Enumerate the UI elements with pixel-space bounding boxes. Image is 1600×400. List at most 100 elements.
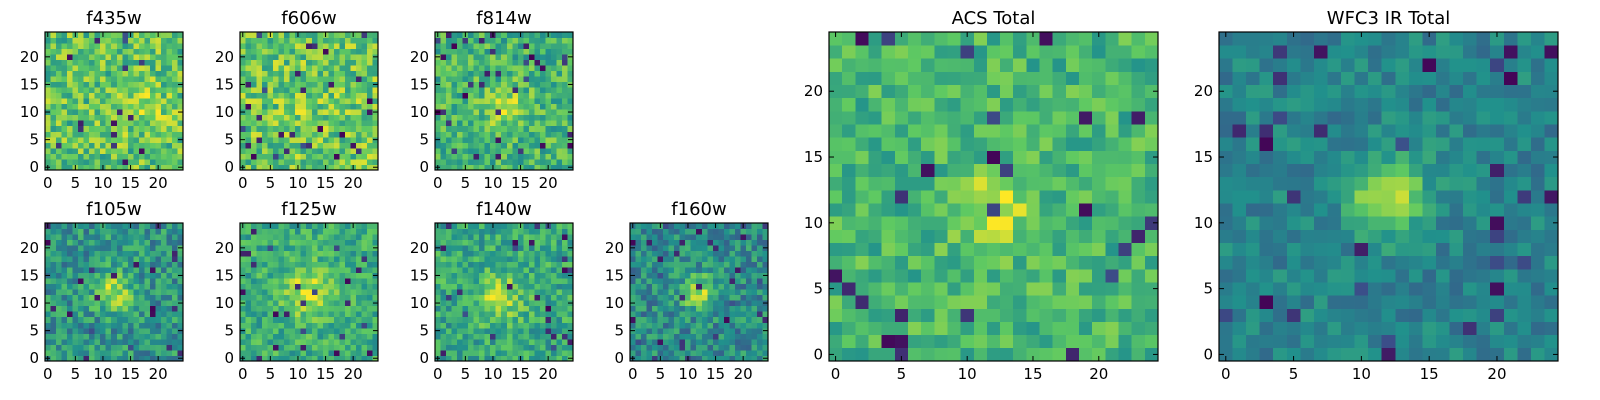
heatmap-cell	[251, 48, 257, 55]
heatmap-cell	[149, 81, 156, 88]
heatmap-cell	[83, 245, 90, 251]
heatmap-cell	[89, 158, 96, 165]
heatmap-cell	[138, 355, 145, 362]
heatmap-cell	[435, 261, 441, 268]
heatmap-cell	[289, 136, 296, 143]
heatmap-cell	[484, 283, 491, 290]
heatmap-cell	[641, 327, 647, 334]
heatmap-cell	[251, 142, 257, 149]
heatmap-cell	[133, 32, 140, 38]
heatmap-cell	[561, 316, 568, 323]
heatmap-cell	[446, 153, 452, 160]
heatmap-cell	[149, 228, 156, 235]
heatmap-cell	[1013, 163, 1027, 178]
x-tick-label: 15	[316, 174, 335, 192]
heatmap-cell	[339, 239, 346, 246]
heatmap-cell	[674, 223, 681, 229]
heatmap-cell	[517, 87, 524, 94]
heatmap-cell	[306, 294, 313, 301]
heatmap-cell	[468, 153, 475, 160]
heatmap-cell	[50, 136, 57, 143]
heatmap-cell	[1065, 321, 1080, 336]
heatmap-cell	[457, 48, 463, 55]
heatmap-cell	[144, 272, 151, 279]
heatmap-cell	[635, 228, 642, 235]
heatmap-cell	[267, 43, 274, 49]
heatmap-cell	[149, 305, 156, 312]
heatmap-cell	[306, 142, 313, 149]
heatmap-cell	[56, 261, 62, 268]
heatmap-cell	[534, 158, 541, 165]
heatmap-cell	[523, 54, 530, 60]
y-tick-label: 20	[215, 239, 234, 257]
heatmap-cell	[72, 103, 79, 110]
heatmap-cell	[328, 32, 335, 38]
heatmap-cell	[723, 289, 730, 296]
heatmap-cell	[262, 228, 268, 235]
heatmap-cell	[451, 245, 458, 251]
heatmap-cell	[105, 81, 112, 88]
heatmap-cell	[149, 283, 156, 290]
heatmap-cell	[534, 109, 541, 116]
heatmap-cell	[646, 250, 653, 257]
heatmap-cell	[144, 355, 151, 362]
heatmap-cell	[284, 48, 291, 55]
heatmap-cell	[679, 283, 686, 290]
heatmap-cell	[322, 87, 329, 94]
heatmap-cell	[160, 311, 167, 318]
heatmap-cell	[262, 120, 268, 127]
heatmap-cell	[328, 245, 335, 251]
heatmap-cell	[322, 37, 329, 44]
heatmap-cell	[83, 250, 90, 257]
heatmap-cell	[171, 109, 178, 116]
heatmap-cell	[921, 189, 935, 204]
heatmap-cell	[144, 136, 151, 143]
heatmap-cell	[344, 48, 351, 55]
heatmap-cell	[1131, 334, 1146, 349]
heatmap-cell	[868, 334, 883, 349]
heatmap-cell	[355, 333, 362, 340]
heatmap-cell	[734, 283, 741, 290]
heatmap-cell	[696, 355, 703, 362]
heatmap-cell	[468, 114, 475, 121]
heatmap-cell	[273, 322, 280, 329]
heatmap-cell	[333, 125, 340, 132]
heatmap-cell	[679, 294, 686, 301]
heatmap-cell	[67, 322, 73, 329]
heatmap-cell	[273, 223, 280, 229]
heatmap-cell	[842, 347, 856, 362]
heatmap-cell	[273, 87, 280, 94]
heatmap-cell	[262, 87, 268, 94]
heatmap-cell	[723, 278, 730, 285]
heatmap-cell	[751, 333, 758, 340]
heatmap-cell	[83, 59, 90, 66]
heatmap-cell	[100, 234, 107, 240]
heatmap-cell	[457, 131, 463, 138]
heatmap-cell	[1026, 321, 1040, 336]
heatmap-cell	[344, 153, 351, 160]
heatmap-cell	[534, 333, 541, 340]
heatmap-cell	[333, 234, 340, 240]
heatmap-cell	[718, 294, 725, 301]
heatmap-cell	[355, 311, 362, 318]
heatmap-cell	[1144, 282, 1159, 296]
y-tick-label: 0	[419, 158, 429, 176]
heatmap-cell	[663, 349, 670, 356]
heatmap-cell	[72, 120, 79, 127]
heatmap-cell	[534, 228, 541, 235]
heatmap-cell	[934, 347, 948, 362]
heatmap-cell	[160, 153, 167, 160]
heatmap-cell	[56, 349, 62, 356]
heatmap-cell	[451, 120, 458, 127]
heatmap-cell	[440, 305, 447, 312]
heatmap-cell	[56, 338, 62, 345]
heatmap-cell	[907, 321, 922, 336]
heatmap-cell	[446, 355, 452, 362]
heatmap-cell	[350, 92, 357, 99]
heatmap-cell	[155, 147, 162, 154]
heatmap-cell	[166, 81, 173, 88]
heatmap-cell	[534, 92, 541, 99]
heatmap-cell	[528, 136, 535, 143]
heatmap-cell	[567, 261, 574, 268]
heatmap-cell	[306, 316, 313, 323]
